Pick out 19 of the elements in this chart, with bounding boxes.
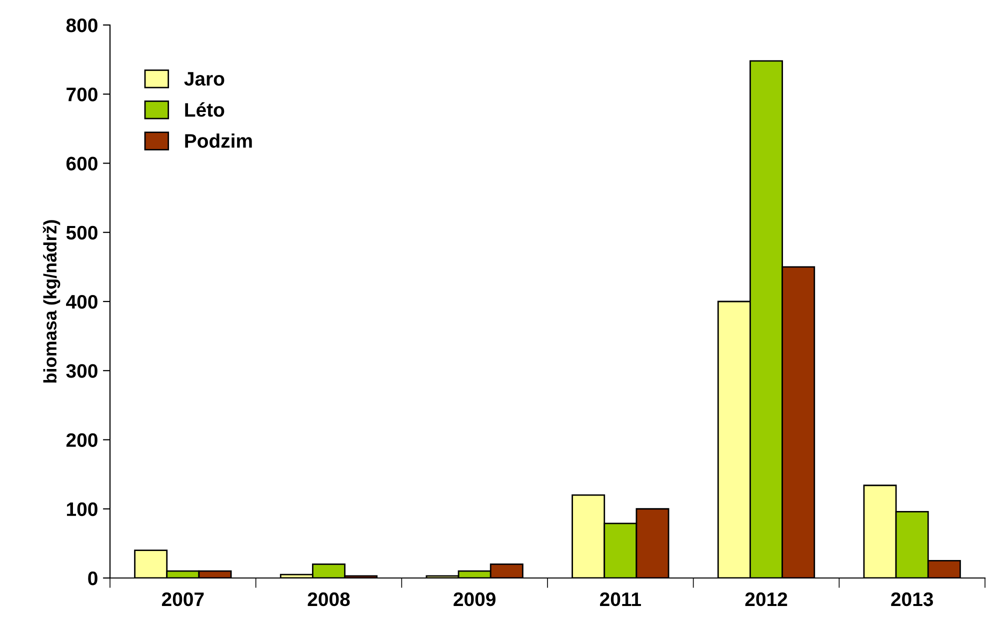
x-tick-label: 2009 — [454, 592, 496, 606]
y-tick-label: 100 — [66, 502, 98, 516]
y-axis-title: biomasa (kg/nádrž) — [42, 220, 60, 383]
legend-label: Jaro — [184, 72, 224, 86]
x-tick-label: 2007 — [162, 592, 204, 606]
x-tick-label: 2011 — [600, 592, 641, 606]
y-tick-label: 600 — [66, 156, 98, 170]
y-tick-label: 500 — [66, 226, 98, 240]
legend-label: Léto — [185, 102, 224, 117]
x-tick-label: 2013 — [891, 592, 934, 606]
y-tick-label: 0 — [88, 571, 98, 586]
y-tick-label: 300 — [66, 364, 98, 378]
legend-label: Podzim — [185, 134, 252, 148]
y-tick-label: 700 — [66, 88, 98, 102]
y-tick-label: 400 — [66, 294, 98, 309]
x-tick-label: 2012 — [745, 592, 788, 606]
x-tick-label: 2008 — [308, 592, 350, 606]
y-tick-label: 800 — [66, 18, 98, 32]
y-tick-label: 200 — [66, 433, 98, 447]
